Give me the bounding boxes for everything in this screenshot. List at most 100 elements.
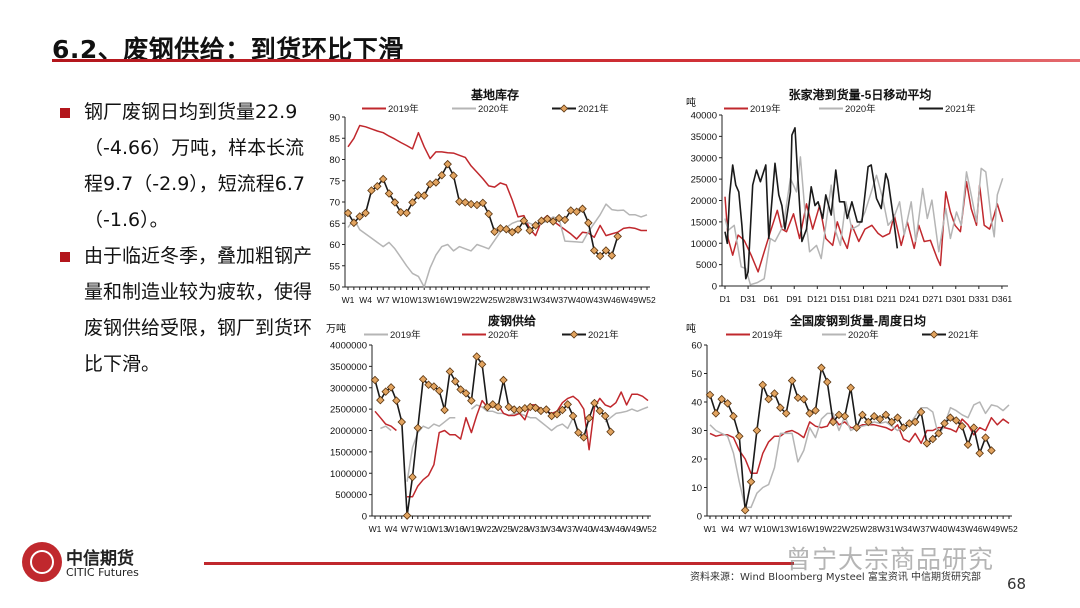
data-point-marker: [758, 380, 768, 390]
x-tick-label: W52: [638, 295, 656, 305]
data-point-marker: [478, 198, 488, 208]
data-point-marker: [396, 207, 406, 217]
y-tick-label: 60: [329, 240, 340, 251]
x-tick-label: W10: [392, 295, 410, 305]
data-point-marker: [419, 191, 429, 200]
chart-base-inventory: 基地库存 50 55 60 65 70 75 80 85 90 W1 W4 W7 W10 W13 W16 W19…: [329, 87, 656, 305]
data-point-marker: [558, 405, 567, 415]
data-point-marker: [418, 374, 428, 384]
data-point-marker: [981, 433, 990, 442]
data-point-marker: [735, 431, 744, 441]
y-tick-label: 2500000: [330, 405, 367, 416]
data-point-marker: [887, 417, 896, 427]
x-tick-label: W25: [495, 524, 513, 534]
data-point-marker: [384, 189, 394, 198]
data-point-marker: [440, 405, 449, 415]
x-tick-label: W19: [445, 295, 463, 305]
title-divider: [52, 59, 1080, 62]
y-tick-label: 20000: [691, 196, 717, 207]
y-tick-label: 3000000: [330, 383, 367, 394]
data-point-marker: [402, 511, 412, 520]
data-point-marker: [607, 251, 617, 260]
series-line-2020: [374, 391, 649, 498]
data-point-marker: [601, 246, 611, 255]
y-tick-label: 55: [329, 261, 340, 272]
x-tick-label: W49: [621, 295, 639, 305]
x-tick-label: W7: [739, 524, 752, 534]
x-tick-label: W16: [789, 524, 807, 534]
data-point-marker: [367, 186, 376, 195]
data-point-marker: [461, 389, 471, 398]
x-tick-label: W46: [607, 524, 625, 534]
data-point-marker: [373, 182, 382, 191]
data-point-marker: [899, 423, 908, 432]
data-point-marker: [881, 410, 891, 420]
x-tick-label: W4: [359, 295, 372, 305]
bullet-text: 由于临近冬季，叠加粗钢产量和制造业较为疲软，使得废钢供给受限，钢厂到货环比下滑。: [84, 245, 313, 375]
chart-title: 张家港到货量-5日移动平均: [789, 87, 932, 102]
x-tick-label: W13: [410, 295, 428, 305]
data-point-marker: [834, 410, 844, 420]
data-point-marker: [776, 403, 785, 412]
data-point-marker: [414, 190, 423, 200]
legend-label: 2021年: [945, 103, 976, 115]
x-tick-label: W1: [704, 524, 717, 534]
x-tick-label: W16: [427, 295, 445, 305]
x-tick-label: W52: [639, 524, 657, 534]
legend-label: 2021年: [588, 329, 619, 341]
data-point-marker: [579, 433, 589, 442]
legend-label: 2020年: [478, 103, 509, 115]
series-line-2019: [347, 124, 647, 240]
data-point-marker: [578, 204, 587, 214]
x-tick-label: W28: [511, 524, 529, 534]
legend-label: 2019年: [390, 329, 421, 341]
x-tick-label: W1: [369, 524, 382, 534]
x-tick-label: W7: [377, 295, 390, 305]
x-tick-label: W37: [912, 524, 930, 534]
data-point-marker: [552, 410, 562, 419]
y-tick-label: 30000: [691, 153, 717, 164]
y-tick-label: 2000000: [330, 426, 367, 437]
x-tick-label: D31: [740, 294, 756, 304]
watermark: 曾宁大宗商品研究: [786, 545, 995, 574]
x-tick-label: D1: [720, 294, 731, 304]
y-tick-label: 35000: [691, 132, 717, 143]
data-point-marker: [542, 405, 551, 414]
data-point-marker: [355, 212, 364, 221]
x-tick-label: W28: [860, 524, 878, 534]
data-point-marker: [397, 417, 407, 427]
data-point-marker: [349, 218, 359, 228]
chart-title: 全国废钢到货量-周度日均: [789, 313, 926, 328]
data-point-marker: [455, 197, 464, 206]
x-tick-label: W37: [550, 295, 568, 305]
x-tick-label: W31: [877, 524, 895, 534]
data-point-marker: [584, 413, 594, 423]
data-point-marker: [456, 385, 465, 394]
y-tick-label: 90: [329, 113, 340, 124]
data-point-marker: [525, 402, 535, 412]
data-point-marker: [477, 359, 487, 369]
data-point-marker: [963, 440, 973, 449]
data-point-marker: [574, 428, 583, 437]
series-line-2020: [347, 203, 648, 288]
x-tick-label: W7: [401, 524, 414, 534]
data-point-marker: [817, 363, 826, 373]
data-point-marker: [408, 198, 417, 207]
data-point-marker: [381, 387, 390, 396]
data-point-marker: [548, 217, 558, 226]
x-tick-label: W49: [623, 524, 641, 534]
data-point-marker: [823, 377, 832, 387]
y-tick-label: 75: [329, 176, 340, 187]
x-tick-label: W19: [463, 524, 481, 534]
legend-label: 2020年: [848, 329, 879, 341]
x-tick-label: W43: [947, 524, 965, 534]
data-point-marker: [595, 251, 605, 261]
data-point-marker: [916, 407, 926, 417]
data-point-marker: [370, 375, 380, 385]
x-tick-label: W40: [568, 295, 586, 305]
data-point-marker: [828, 417, 838, 427]
x-tick-label: W10: [754, 524, 772, 534]
chart-body: 基地库存 50 55 60 65 70 75 80 85 90 W1 W4 W7 W10 W13 W16 W19…: [329, 87, 656, 305]
x-tick-label: W52: [1000, 524, 1018, 534]
